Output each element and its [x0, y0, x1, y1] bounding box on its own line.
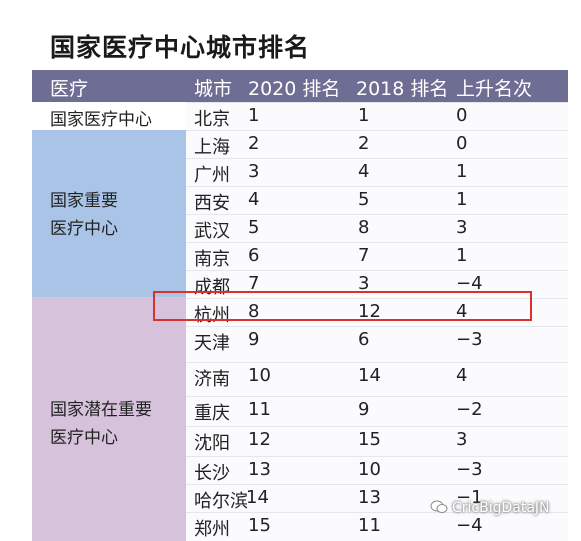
cell-rank-2018: 11: [358, 515, 381, 536]
table-row: 长沙 13 10 −3: [186, 456, 568, 485]
cell-rank-2020: 1: [248, 105, 260, 126]
cell-rank-2020: 4: [248, 189, 260, 210]
table-header: 医疗 城市 2020 排名 2018 排名 上升名次: [32, 70, 568, 102]
cell-city: 广州: [194, 165, 230, 186]
category-important-center: 国家重要 医疗中心: [32, 130, 186, 297]
cell-city: 上海: [194, 137, 230, 158]
cell-rank-2018: 1: [358, 105, 370, 126]
cell-rise: 1: [456, 245, 468, 266]
header-city: 城市: [194, 78, 233, 100]
table-row: 郑州 15 11 −4: [186, 512, 568, 541]
cell-rank-2018: 8: [358, 217, 370, 238]
cell-rise: 1: [456, 189, 468, 210]
table-row: 南京 6 7 1: [186, 242, 568, 271]
cell-rank-2018: 4: [358, 161, 370, 182]
category-national-center: 国家医疗中心: [32, 102, 187, 130]
category-potential-center: 国家潜在重要 医疗中心: [32, 297, 186, 541]
cell-city: 郑州: [194, 519, 230, 540]
cell-rank-2020: 3: [248, 161, 260, 182]
cell-rise: 4: [456, 301, 468, 322]
cell-rise: 3: [456, 217, 468, 238]
cell-rank-2018: 3: [358, 273, 370, 294]
cell-city: 哈尔滨: [194, 491, 248, 512]
cell-rank-2020: 5: [248, 217, 260, 238]
table-row: 西安 4 5 1: [186, 186, 568, 215]
cell-rank-2018: 2: [358, 133, 370, 154]
cell-rise: −4: [456, 515, 483, 536]
cell-rank-2018: 14: [358, 365, 381, 386]
category-label: 国家医疗中心: [50, 110, 152, 130]
watermark: CricBigDataJN: [430, 500, 550, 516]
cell-rank-2020: 8: [248, 301, 260, 322]
cell-rise: 0: [456, 133, 468, 154]
cell-rank-2020: 2: [248, 133, 260, 154]
table-row: 哈尔滨 14 13 −1: [186, 484, 568, 513]
cell-city: 天津: [194, 333, 230, 354]
cell-rank-2020: 11: [248, 399, 271, 420]
cell-city: 北京: [194, 109, 230, 130]
table-row: 武汉 5 8 3: [186, 214, 568, 243]
cell-rise: −1: [456, 487, 483, 508]
category-label-line1: 国家潜在重要: [50, 400, 152, 420]
cell-rank-2018: 12: [358, 301, 381, 322]
table-row: 上海 2 2 0: [186, 130, 568, 159]
cell-rank-2020: 14: [246, 487, 269, 508]
cell-rise: 4: [456, 365, 468, 386]
cell-rank-2018: 15: [358, 429, 381, 450]
watermark-text: CricBigDataJN: [452, 500, 550, 516]
cell-rise: 0: [456, 105, 468, 126]
cell-city: 南京: [194, 249, 230, 270]
table-row-highlighted: 济南 10 14 4: [186, 362, 568, 391]
category-label-line2: 医疗中心: [50, 219, 118, 239]
table-row: 北京 1 1 0: [186, 102, 568, 131]
table-row: 沈阳 12 15 3: [186, 426, 568, 455]
category-label-line1: 国家重要: [50, 191, 118, 211]
cell-rank-2020: 9: [248, 329, 260, 350]
cell-rank-2018: 6: [358, 329, 370, 350]
cell-city: 济南: [194, 369, 230, 390]
cell-rise: 1: [456, 161, 468, 182]
cell-rank-2018: 10: [358, 459, 381, 480]
header-rise: 上升名次: [456, 78, 533, 100]
cell-rise: −2: [456, 399, 483, 420]
cell-rank-2020: 6: [248, 245, 260, 266]
cell-city: 重庆: [194, 403, 230, 424]
cell-city: 沈阳: [194, 433, 230, 454]
category-label-line2: 医疗中心: [50, 428, 118, 448]
header-rank-2018: 2018 排名: [356, 78, 449, 100]
table-row: 重庆 11 9 −2: [186, 396, 568, 425]
cell-rank-2020: 15: [248, 515, 271, 536]
cell-city: 西安: [194, 193, 230, 214]
cell-rank-2020: 13: [248, 459, 271, 480]
cell-rise: −4: [456, 273, 483, 294]
cell-rank-2020: 12: [248, 429, 271, 450]
highlight-box-jinan: [153, 291, 532, 321]
wechat-icon: [430, 500, 448, 513]
page-title: 国家医疗中心城市排名: [50, 33, 311, 62]
cell-rise: −3: [456, 459, 483, 480]
cell-rank-2018: 9: [358, 399, 370, 420]
cell-rank-2018: 13: [358, 487, 381, 508]
cell-rank-2020: 7: [248, 273, 260, 294]
header-category: 医疗: [50, 78, 89, 100]
cell-rank-2018: 5: [358, 189, 370, 210]
cell-rank-2020: 10: [248, 365, 271, 386]
cell-rise: 3: [456, 429, 468, 450]
header-rank-2020: 2020 排名: [248, 78, 341, 100]
table-body: 北京 1 1 0 上海 2 2 0 广州 3 4 1 西安 4 5 1 武汉 5…: [186, 102, 568, 541]
cell-city: 武汉: [194, 221, 230, 242]
cell-city: 长沙: [194, 463, 230, 484]
ranking-table: 医疗 城市 2020 排名 2018 排名 上升名次 国家医疗中心 国家重要 医…: [32, 70, 568, 541]
cell-rank-2018: 7: [358, 245, 370, 266]
cell-rise: −3: [456, 329, 483, 350]
table-row: 天津 9 6 −3: [186, 326, 568, 355]
table-row: 广州 3 4 1: [186, 158, 568, 187]
